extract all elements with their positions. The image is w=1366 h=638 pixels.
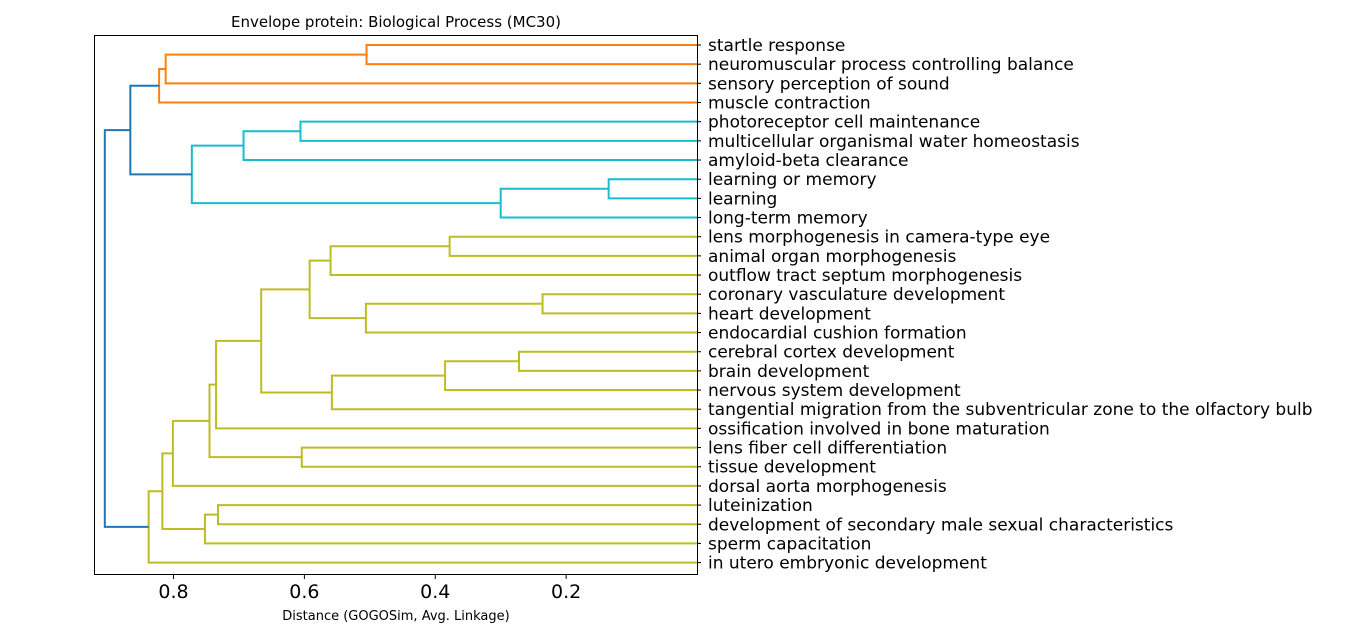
leaf-label: tissue development <box>708 458 876 478</box>
leaf-label: cerebral cortex development <box>708 343 955 363</box>
leaf-label: in utero embryonic development <box>708 554 987 574</box>
leaf-label: nervous system development <box>708 381 961 401</box>
leaf-label: lens fiber cell differentiation <box>708 439 947 459</box>
link-y16 <box>161 452 205 531</box>
link-y7 <box>444 360 697 392</box>
link-c4 <box>499 187 697 219</box>
leaf-label: neuromuscular process controlling balanc… <box>708 55 1074 75</box>
leaf-label: startle response <box>708 36 845 56</box>
link-y17 <box>147 490 697 564</box>
link-y2 <box>329 245 697 277</box>
link-y8 <box>330 374 697 411</box>
leaf-label: muscle contraction <box>708 94 871 114</box>
leaf-label: learning or memory <box>708 170 877 190</box>
link-c3 <box>607 178 697 200</box>
link-c2 <box>242 130 697 162</box>
link-y11 <box>300 446 697 468</box>
leaf-label: sperm capacitation <box>708 534 871 554</box>
link-b2 <box>103 129 149 528</box>
link-o2 <box>164 53 697 85</box>
link-o1 <box>365 44 697 66</box>
link-y10 <box>215 339 697 430</box>
leaf-label: amyloid-beta clearance <box>708 151 908 171</box>
link-y14 <box>217 504 697 526</box>
leaf-label: dorsal aorta morphogenesis <box>708 477 947 497</box>
leaf-label: ossification involved in bone maturation <box>708 419 1050 439</box>
link-c5 <box>190 144 501 205</box>
link-o3 <box>158 67 697 104</box>
x-tick-label: 0.4 <box>420 581 450 603</box>
leaf-label: development of secondary male sexual cha… <box>708 515 1174 535</box>
leaf-label: multicellular organismal water homeostas… <box>708 132 1080 152</box>
leaf-label: learning <box>708 189 777 209</box>
leaf-label: photoreceptor cell maintenance <box>708 113 980 133</box>
link-y3 <box>541 293 697 315</box>
leaf-label: endocardial cushion formation <box>708 324 967 344</box>
leaf-label: lens morphogenesis in camera-type eye <box>708 228 1050 248</box>
link-y4 <box>364 302 697 334</box>
link-y6 <box>518 350 697 372</box>
leaf-label: luteinization <box>708 496 813 516</box>
x-tick-label: 0.8 <box>158 581 188 603</box>
link-c1 <box>299 120 697 142</box>
leaf-label: outflow tract septum morphogenesis <box>708 266 1022 286</box>
leaf-label: coronary vasculature development <box>708 285 1005 305</box>
link-y9 <box>260 288 332 394</box>
link-y13 <box>171 419 697 487</box>
plot-frame <box>94 35 698 575</box>
leaf-label: animal organ morphogenesis <box>708 247 956 267</box>
link-y5 <box>308 259 366 320</box>
link-b1 <box>129 84 192 176</box>
link-y1 <box>448 235 697 257</box>
leaf-label: heart development <box>708 304 871 324</box>
x-tick-label: 0.2 <box>551 581 581 603</box>
leaf-label: sensory perception of sound <box>708 74 950 94</box>
chart-title: Envelope protein: Biological Process (MC… <box>231 13 561 31</box>
leaf-label: long-term memory <box>708 209 868 229</box>
link-y15 <box>203 513 697 545</box>
link-y12 <box>208 383 302 459</box>
x-axis-label: Distance (GOGOSim, Avg. Linkage) <box>282 609 509 624</box>
leaf-label: brain development <box>708 362 870 382</box>
dendrogram-links <box>103 44 697 564</box>
x-tick-label: 0.6 <box>289 581 319 603</box>
leaf-label: tangential migration from the subventric… <box>708 400 1313 420</box>
x-axis-ticks: 0.8 0.6 0.4 0.2 <box>158 574 581 603</box>
